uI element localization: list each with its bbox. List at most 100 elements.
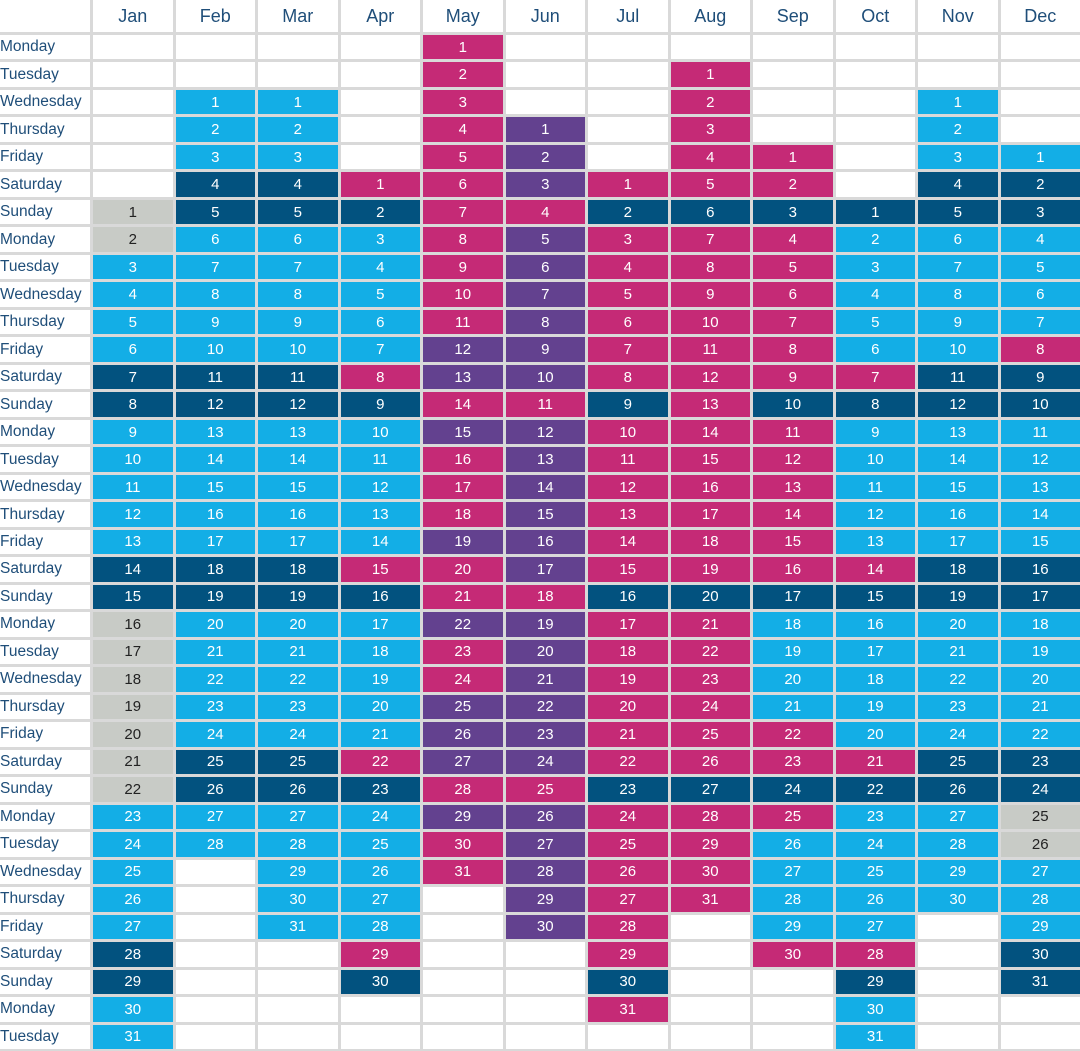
day-cell: 21 — [423, 584, 503, 610]
empty-cell — [505, 1024, 585, 1049]
day-cell: 1 — [175, 89, 255, 115]
day-cell: 26 — [753, 832, 833, 857]
day-cell: 29 — [753, 914, 833, 940]
day-cell: 28 — [918, 832, 998, 857]
empty-cell — [423, 969, 503, 995]
day-cell: 1 — [918, 89, 998, 115]
day-cell: 6 — [918, 227, 998, 252]
day-cell: 20 — [175, 612, 255, 637]
day-cell: 7 — [340, 337, 420, 362]
day-cell: 27 — [93, 914, 173, 940]
day-cell: 22 — [835, 777, 915, 802]
month-header-aug: Aug — [670, 0, 750, 32]
day-cell: 11 — [340, 447, 420, 472]
day-cell: 8 — [753, 337, 833, 362]
day-cell: 28 — [835, 942, 915, 967]
day-cell: 21 — [93, 749, 173, 775]
day-cell: 13 — [588, 502, 668, 527]
weekday-label: Saturday — [0, 172, 90, 197]
day-cell: 19 — [670, 557, 750, 582]
day-cell: 9 — [423, 254, 503, 280]
month-header-mar: Mar — [258, 0, 338, 32]
weekday-label: Sunday — [0, 969, 90, 995]
weekday-label: Wednesday — [0, 667, 90, 692]
day-cell: 31 — [670, 887, 750, 912]
day-cell: 11 — [175, 364, 255, 390]
day-cell: 24 — [175, 722, 255, 747]
day-cell: 4 — [505, 199, 585, 225]
day-cell: 30 — [835, 997, 915, 1022]
weekday-label: Thursday — [0, 887, 90, 912]
empty-cell — [670, 1024, 750, 1049]
day-cell: 15 — [340, 557, 420, 582]
day-cell: 9 — [918, 309, 998, 335]
day-cell: 4 — [340, 254, 420, 280]
day-cell: 22 — [918, 667, 998, 692]
day-cell: 12 — [835, 502, 915, 527]
weekday-label: Friday — [0, 337, 90, 362]
day-cell: 29 — [505, 887, 585, 912]
day-cell: 11 — [918, 364, 998, 390]
day-cell: 2 — [93, 227, 173, 252]
day-cell: 9 — [1000, 364, 1080, 390]
weekday-label: Tuesday — [0, 447, 90, 472]
month-header-nov: Nov — [918, 0, 998, 32]
empty-cell — [835, 144, 915, 170]
day-cell: 8 — [175, 282, 255, 307]
day-cell: 12 — [340, 474, 420, 500]
empty-cell — [835, 35, 915, 60]
day-cell: 1 — [340, 172, 420, 197]
weekday-label: Tuesday — [0, 254, 90, 280]
empty-cell — [1000, 1024, 1080, 1049]
month-header-may: May — [423, 0, 503, 32]
day-cell: 27 — [175, 804, 255, 830]
empty-cell — [588, 1024, 668, 1049]
empty-cell — [258, 969, 338, 995]
day-cell: 25 — [918, 749, 998, 775]
day-cell: 1 — [93, 199, 173, 225]
day-cell: 18 — [175, 557, 255, 582]
month-header-dec: Dec — [1000, 0, 1080, 32]
day-cell: 29 — [258, 859, 338, 885]
day-cell: 26 — [340, 859, 420, 885]
day-cell: 26 — [670, 749, 750, 775]
day-cell: 29 — [340, 942, 420, 967]
day-cell: 20 — [670, 584, 750, 610]
day-cell: 5 — [93, 309, 173, 335]
empty-cell — [93, 144, 173, 170]
weekday-label: Friday — [0, 529, 90, 555]
day-cell: 25 — [175, 749, 255, 775]
day-cell: 28 — [753, 887, 833, 912]
day-cell: 1 — [258, 89, 338, 115]
day-cell: 16 — [670, 474, 750, 500]
weekday-label: Tuesday — [0, 639, 90, 665]
day-cell: 5 — [1000, 254, 1080, 280]
day-cell: 7 — [505, 282, 585, 307]
day-cell: 26 — [258, 777, 338, 802]
day-cell: 30 — [505, 914, 585, 940]
day-cell: 3 — [93, 254, 173, 280]
day-cell: 8 — [1000, 337, 1080, 362]
day-cell: 17 — [670, 502, 750, 527]
day-cell: 16 — [340, 584, 420, 610]
day-cell: 6 — [753, 282, 833, 307]
day-cell: 22 — [588, 749, 668, 775]
empty-cell — [918, 35, 998, 60]
day-cell: 28 — [340, 914, 420, 940]
day-cell: 11 — [505, 392, 585, 417]
day-cell: 25 — [753, 804, 833, 830]
day-cell: 19 — [753, 639, 833, 665]
day-cell: 27 — [258, 804, 338, 830]
empty-cell — [918, 997, 998, 1022]
empty-cell — [175, 35, 255, 60]
day-cell: 27 — [340, 887, 420, 912]
empty-cell — [340, 62, 420, 87]
empty-cell — [258, 35, 338, 60]
month-header-feb: Feb — [175, 0, 255, 32]
day-cell: 16 — [175, 502, 255, 527]
day-cell: 18 — [918, 557, 998, 582]
day-cell: 28 — [670, 804, 750, 830]
day-cell: 18 — [670, 529, 750, 555]
day-cell: 18 — [1000, 612, 1080, 637]
